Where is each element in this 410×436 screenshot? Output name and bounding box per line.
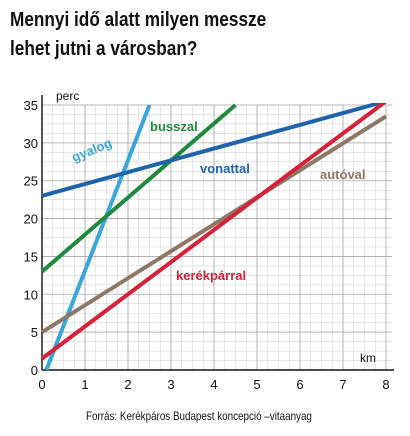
y-tick-label: 25 (24, 174, 38, 189)
series-line-busszal (40, 103, 237, 274)
series-label-autóval: autóval (320, 167, 366, 182)
axes (41, 95, 394, 371)
series-line-vonattal (41, 103, 387, 198)
x-tick-label: 4 (210, 377, 217, 392)
series-label-busszal: busszal (150, 119, 198, 134)
y-tick-label: 10 (24, 287, 38, 302)
x-tick-label: 0 (38, 377, 45, 392)
x-tick-label: 8 (382, 377, 389, 392)
series-lines (40, 103, 388, 371)
y-tick-label: 15 (24, 249, 38, 264)
x-axis-label: km (360, 351, 376, 365)
x-tick-label: 5 (253, 377, 260, 392)
source-note: Forrás: Kerékpáros Budapest koncepció –v… (86, 409, 312, 423)
y-tick-label: 30 (24, 136, 38, 151)
y-tick-label: 20 (24, 212, 38, 227)
y-tick-label: 5 (31, 325, 38, 340)
chart-title-line-2: lehet jutni a városban? (10, 38, 198, 60)
series-label-kerékpárral: kerékpárral (176, 268, 246, 283)
chart-title: Mennyi idő alatt milyen messze lehet jut… (10, 6, 320, 64)
tick-labels: 0 1 2 3 4 5 6 7 8 0 5 10 15 20 25 30 35 (24, 98, 390, 392)
x-tick-label: 1 (81, 377, 88, 392)
x-tick-label: 7 (339, 377, 346, 392)
x-tick-label: 3 (167, 377, 174, 392)
series-line-gyalog (44, 104, 152, 371)
x-tick-label: 2 (124, 377, 131, 392)
y-tick-label: 35 (24, 98, 38, 113)
y-axis-label: perc (56, 89, 79, 103)
series-line-kerékpárral (40, 103, 387, 361)
series-line-autóval (40, 114, 388, 334)
series-label-gyalog: gyalog (70, 135, 115, 165)
series-label-vonattal: vonattal (200, 161, 250, 176)
chart-title-line-1: Mennyi idő alatt milyen messze (10, 9, 267, 31)
y-tick-label: 0 (31, 363, 38, 378)
x-tick-label: 6 (296, 377, 303, 392)
